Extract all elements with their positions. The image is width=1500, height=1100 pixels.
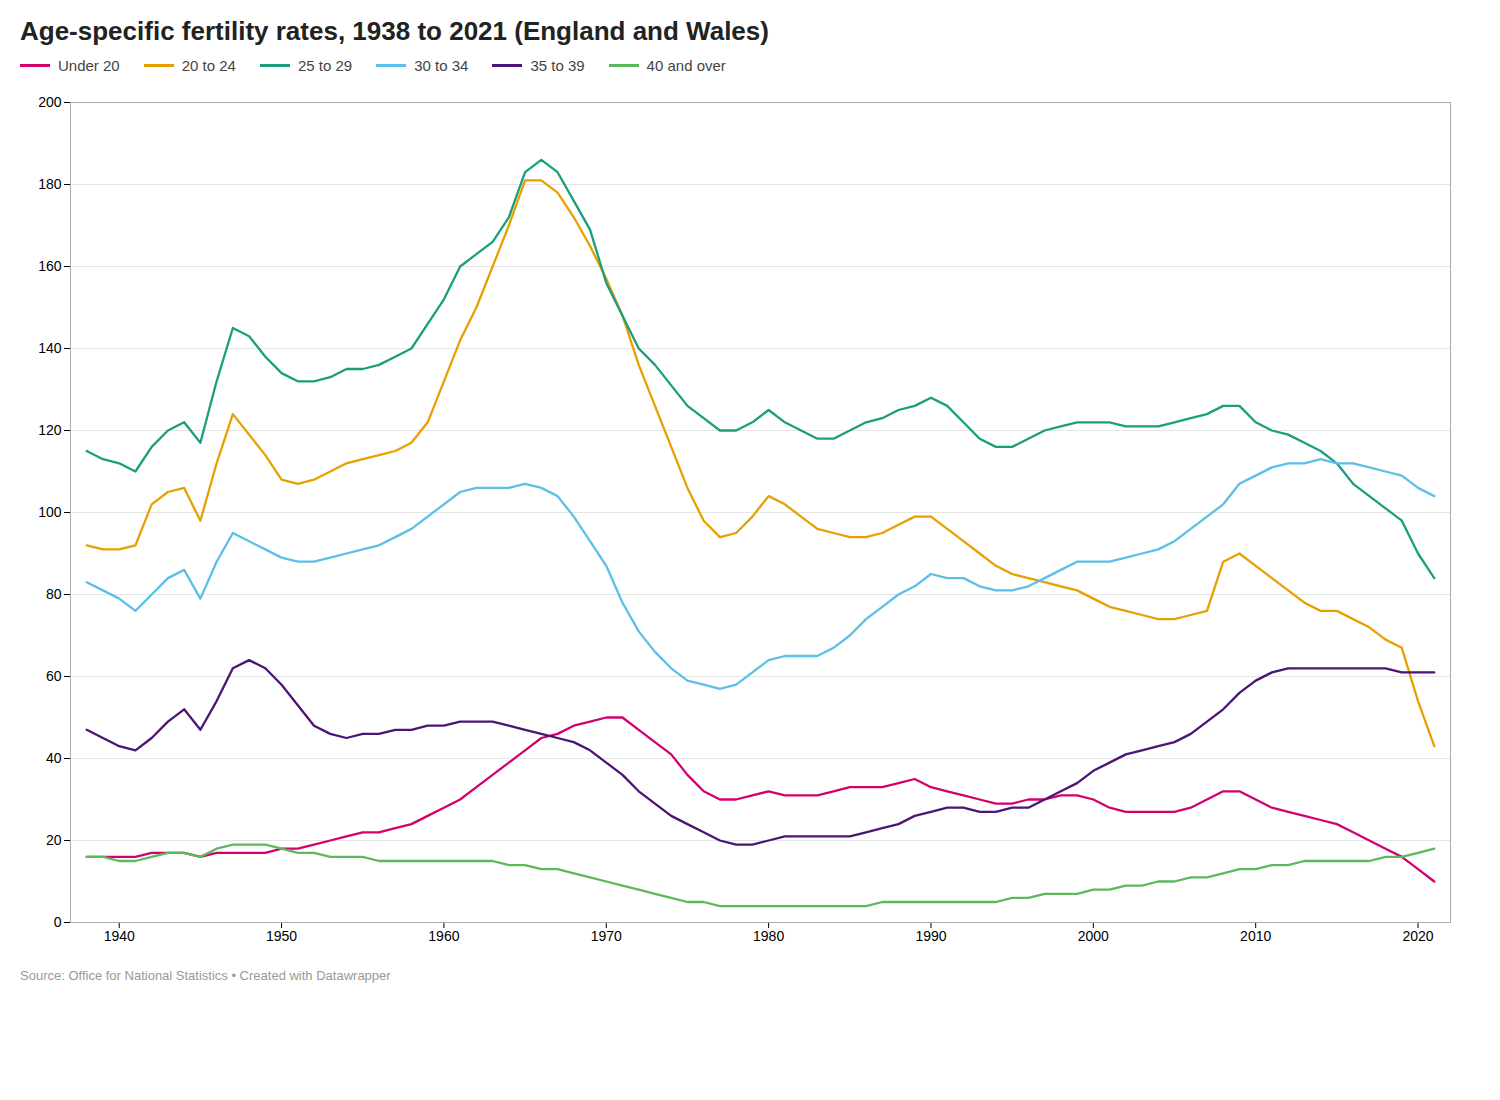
svg-text:40: 40: [46, 750, 62, 766]
html-text:20 to 24: 20 to 24: [181, 57, 236, 74]
html-text:25 to 29: 25 to 29: [297, 57, 353, 74]
html-text:30 to 34: 30 to 34: [414, 57, 469, 74]
svg-text:100: 100: [38, 504, 62, 520]
svg-text:80: 80: [46, 586, 62, 602]
svg-text:2000: 2000: [1078, 928, 1109, 944]
svg-text:60: 60: [46, 668, 62, 684]
svg-text:1990: 1990: [915, 928, 946, 944]
svg-text:1970: 1970: [591, 928, 622, 944]
html-text:35 to 39: 35 to 39: [530, 57, 585, 74]
svg-text:1940: 1940: [104, 928, 135, 944]
svg-text:200: 200: [38, 94, 62, 110]
svg-text:1950: 1950: [266, 928, 297, 944]
html-text:40 and over: 40 and over: [646, 57, 726, 74]
svg-text:180: 180: [38, 176, 62, 192]
svg-text:120: 120: [38, 422, 62, 438]
html-text:Under 20: Under 20: [58, 57, 120, 74]
svg-text:160: 160: [38, 258, 62, 274]
svg-text:140: 140: [38, 340, 62, 356]
svg-text:2020: 2020: [1402, 928, 1433, 944]
html-text:Source: Office for National St: Source: Office for National Statistics •…: [20, 968, 391, 983]
svg-text:20: 20: [46, 832, 62, 848]
svg-text:1980: 1980: [753, 928, 784, 944]
svg-text:2010: 2010: [1240, 928, 1271, 944]
svg-text:0: 0: [54, 914, 62, 930]
svg-text:1960: 1960: [428, 928, 459, 944]
html-text:Age-specific fertility rates,: Age-specific fertility rates, 1938 to 20…: [20, 16, 769, 46]
